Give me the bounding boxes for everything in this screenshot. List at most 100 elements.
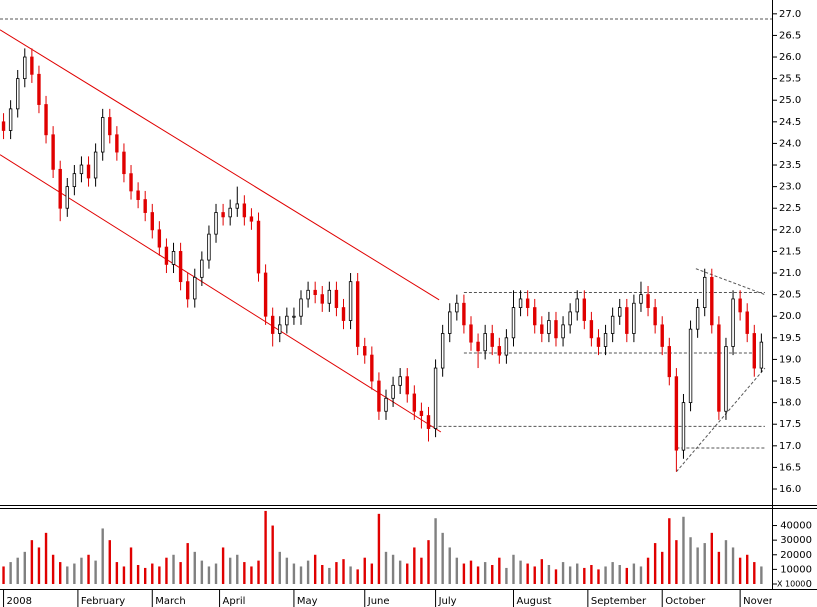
volume-bar — [455, 557, 459, 584]
volume-bar — [568, 566, 572, 584]
candle-body — [16, 78, 20, 110]
volume-bar — [186, 543, 189, 584]
y-tick-label: 27.0 — [779, 9, 801, 20]
y-tick-label: 17.5 — [779, 419, 801, 430]
volume-bar — [661, 551, 664, 584]
volume-bar — [561, 562, 565, 584]
candle-body — [221, 212, 225, 218]
y-tick-label: 16.5 — [779, 462, 801, 473]
y-tick-label: 23.5 — [779, 160, 801, 171]
candle-body — [164, 246, 169, 265]
volume-bar — [753, 562, 756, 584]
candle-body — [93, 151, 98, 179]
candle-body — [568, 311, 572, 326]
candle-body — [58, 168, 62, 209]
candle-body — [341, 307, 346, 321]
volume-bar — [356, 569, 359, 584]
y-tick-label: 20.0 — [779, 311, 801, 322]
candle-body — [575, 298, 579, 313]
volume-bar — [476, 566, 480, 584]
candle-body — [136, 190, 140, 200]
candle-body — [412, 393, 417, 412]
volume-bar — [108, 540, 111, 584]
candle-body — [752, 333, 756, 369]
volume-bar — [271, 525, 274, 584]
candle-body — [533, 307, 537, 326]
candle-body — [72, 173, 77, 188]
candle-body — [115, 134, 119, 153]
volume-bar — [37, 547, 41, 584]
reference-line — [676, 367, 766, 473]
volume-bar — [193, 551, 196, 584]
volume-bar — [73, 563, 76, 584]
volume-bar — [158, 566, 161, 584]
volume-bar — [653, 543, 657, 584]
volume-bar — [87, 554, 90, 584]
candle-body — [384, 397, 388, 412]
candle-body — [469, 324, 473, 343]
candle-body — [122, 151, 126, 175]
y-tick-label: 21.0 — [779, 268, 801, 279]
candle-body — [596, 337, 601, 347]
volume-bar — [597, 569, 600, 584]
x-tick-label: October — [665, 596, 706, 607]
volume-bar — [80, 557, 83, 584]
y-tick-label: 19.5 — [779, 333, 801, 344]
candle-body — [511, 307, 516, 339]
volume-bar — [583, 567, 586, 584]
volume-bar — [554, 569, 558, 584]
candle-body — [306, 289, 310, 300]
volume-bar — [391, 554, 395, 584]
candle-body — [150, 212, 154, 231]
volume-bar — [335, 562, 338, 584]
candle-body — [660, 324, 664, 347]
candle-body — [419, 410, 424, 416]
volume-bar — [143, 567, 147, 584]
volume-bar — [370, 563, 374, 584]
candle-body — [455, 302, 459, 313]
y-tick-label: 19.0 — [779, 354, 801, 365]
volume-bar — [136, 565, 140, 584]
y-tick-label: 18.0 — [779, 398, 801, 409]
volume-bar — [236, 554, 239, 584]
volume-tick-label: 30000 — [780, 535, 812, 546]
volume-bar — [427, 540, 430, 584]
y-tick-label: 24.0 — [779, 138, 801, 149]
volume-bar — [30, 540, 34, 584]
volume-bar — [200, 560, 204, 584]
candle-body — [200, 259, 204, 278]
volume-bar — [604, 566, 607, 584]
y-tick-label: 25.5 — [779, 74, 801, 85]
volume-tick-label: 20000 — [780, 550, 812, 561]
volume-bar — [526, 563, 529, 584]
volume-bar — [505, 567, 508, 584]
candle-body — [214, 212, 218, 235]
candle-body — [270, 315, 275, 334]
volume-bar — [51, 554, 55, 584]
volume-bar — [703, 543, 706, 584]
volume-tick-label: 10000 — [780, 564, 812, 575]
candle-body — [448, 311, 452, 334]
x-tick-label: Novem — [743, 596, 778, 607]
candle-body — [462, 302, 466, 326]
x-tick-label: March — [155, 596, 185, 607]
volume-bar — [632, 563, 636, 584]
candle-body — [23, 56, 27, 80]
candle-body — [582, 298, 587, 321]
candle-body — [178, 251, 183, 283]
volume-bar — [625, 567, 629, 584]
volume-bar — [533, 566, 536, 584]
volume-bar — [264, 510, 267, 584]
volume-bar — [498, 557, 501, 584]
candle-body — [497, 346, 502, 356]
x-tick-label: May — [297, 596, 318, 607]
candle-body — [242, 203, 247, 218]
candle-body — [646, 294, 650, 308]
volume-bar — [221, 547, 225, 584]
volume-bar — [44, 532, 48, 584]
volume-bar — [179, 562, 182, 584]
candle-body — [688, 328, 693, 404]
volume-bar — [469, 560, 473, 584]
y-tick-label: 22.5 — [779, 203, 801, 214]
candle-body — [370, 354, 374, 382]
